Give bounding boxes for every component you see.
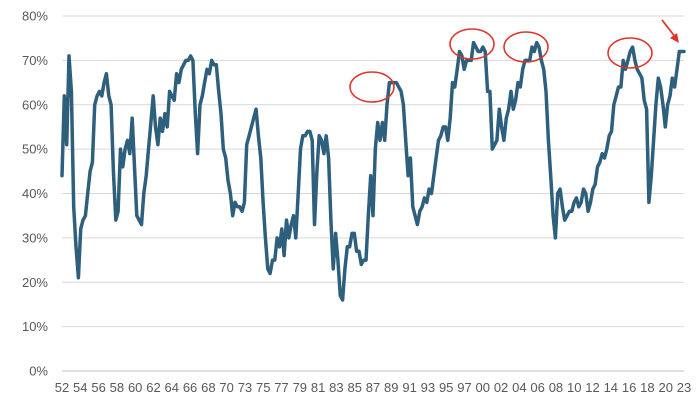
y-tick-label: 20% — [22, 275, 48, 290]
peak-highlight-circle — [449, 28, 495, 60]
x-tick-label: 97 — [457, 380, 471, 395]
y-tick-label: 80% — [22, 9, 48, 24]
x-tick-label: 85 — [347, 380, 361, 395]
x-tick-label: 77 — [274, 380, 288, 395]
x-tick-label: 87 — [366, 380, 380, 395]
x-tick-label: 91 — [402, 380, 416, 395]
y-tick-label: 0% — [29, 364, 48, 379]
x-tick-label: 73 — [238, 380, 252, 395]
x-tick-label: 64 — [165, 380, 179, 395]
x-tick-label: 75 — [256, 380, 270, 395]
x-tick-label: 18 — [640, 380, 654, 395]
y-tick-label: 10% — [22, 319, 48, 334]
x-tick-label: 23 — [677, 380, 691, 395]
arrow-line — [661, 19, 677, 39]
x-tick-label: 89 — [384, 380, 398, 395]
peak-highlight-circle — [607, 37, 653, 69]
x-tick-label: 12 — [585, 380, 599, 395]
x-tick-label: 10 — [567, 380, 581, 395]
x-tick-label: 20 — [658, 380, 672, 395]
x-tick-label: 60 — [128, 380, 142, 395]
y-tick-label: 50% — [22, 142, 48, 157]
y-tick-label: 30% — [22, 230, 48, 245]
x-tick-label: 16 — [622, 380, 636, 395]
x-tick-label: 83 — [329, 380, 343, 395]
y-axis-ticks: 0% 10% 20% 30% 40% 50% 60% 70% 80% — [22, 9, 48, 379]
x-tick-label: 58 — [110, 380, 124, 395]
y-tick-label: 40% — [22, 186, 48, 201]
annotations — [349, 19, 679, 103]
y-tick-label: 60% — [22, 97, 48, 112]
x-tick-label: 04 — [512, 380, 526, 395]
x-tick-label: 81 — [311, 380, 325, 395]
x-tick-label: 02 — [494, 380, 508, 395]
x-tick-label: 93 — [421, 380, 435, 395]
peak-highlight-circle — [349, 71, 395, 103]
series-line — [60, 40, 686, 302]
x-tick-label: 66 — [183, 380, 197, 395]
y-tick-label: 70% — [22, 53, 48, 68]
x-tick-label: 56 — [91, 380, 105, 395]
x-tick-label: 54 — [73, 380, 87, 395]
x-axis-ticks: 52 54 56 58 60 62 64 66 68 70 73 75 77 79 81 83 85 87 89 91… — [55, 380, 691, 395]
x-tick-label: 08 — [549, 380, 563, 395]
x-tick-label: 79 — [293, 380, 307, 395]
series-layer — [60, 40, 686, 302]
x-tick-label: 00 — [476, 380, 490, 395]
x-tick-label: 06 — [530, 380, 544, 395]
peak-highlight-circle — [503, 31, 549, 63]
x-tick-label: 95 — [439, 380, 453, 395]
x-tick-label: 68 — [201, 380, 215, 395]
x-tick-label: 52 — [55, 380, 69, 395]
x-tick-label: 70 — [219, 380, 233, 395]
arrow-head — [670, 33, 679, 43]
x-tick-label: 62 — [146, 380, 160, 395]
x-tick-label: 14 — [604, 380, 618, 395]
